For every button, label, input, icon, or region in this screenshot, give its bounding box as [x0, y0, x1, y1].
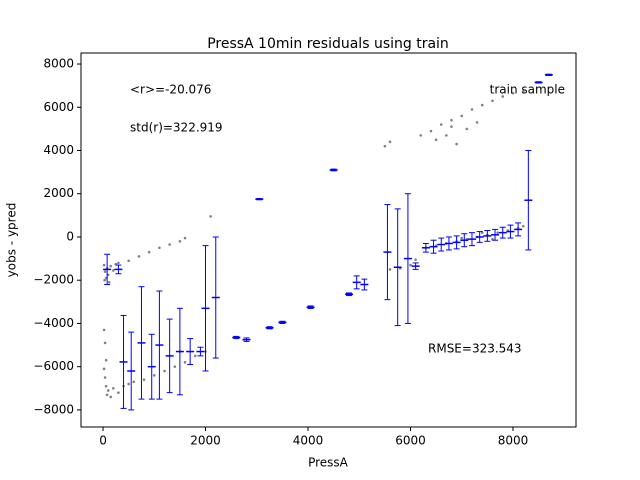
- annotation: RMSE=323.543: [428, 342, 522, 356]
- scatter-point: [450, 118, 453, 122]
- y-tick-label: 2000: [43, 186, 74, 200]
- annotation: std(r)=322.919: [130, 121, 223, 135]
- scatter-point: [163, 369, 166, 373]
- scatter-point: [193, 354, 197, 358]
- scatter-point: [104, 384, 108, 388]
- scatter-point: [511, 91, 515, 95]
- y-tick-label: 8000: [43, 57, 74, 71]
- scatter-point: [388, 268, 392, 271]
- scatter-point: [475, 121, 479, 124]
- x-tick-label: 8000: [498, 434, 529, 448]
- scatter-point: [470, 108, 474, 111]
- scatter-point: [434, 138, 438, 141]
- annotation: train sample: [490, 83, 565, 97]
- scatter-point: [132, 380, 136, 384]
- scatter-point: [127, 382, 130, 386]
- y-tick-label: −8000: [33, 402, 74, 416]
- scatter-point: [419, 134, 423, 137]
- scatter-point: [109, 395, 113, 399]
- scatter-point: [465, 127, 469, 131]
- scatter-point: [501, 95, 505, 98]
- scatter-point: [491, 99, 494, 103]
- scatter-point: [117, 261, 120, 265]
- scatter-point: [111, 387, 115, 390]
- scatter-point: [147, 250, 151, 254]
- scatter-point: [450, 125, 453, 129]
- scatter-point: [409, 263, 412, 267]
- x-tick-label: 0: [99, 434, 107, 448]
- scatter-point: [105, 393, 109, 397]
- scatter-point: [117, 391, 120, 394]
- scatter-point: [480, 103, 484, 107]
- scatter-point: [103, 270, 107, 273]
- scatter-point: [152, 374, 156, 377]
- y-tick-label: −4000: [33, 316, 74, 330]
- x-tick-label: 2000: [190, 434, 221, 448]
- scatter-point: [388, 140, 392, 144]
- scatter-point: [178, 239, 182, 243]
- scatter-point: [103, 278, 106, 282]
- y-tick-label: 6000: [43, 100, 74, 114]
- scatter-point: [127, 259, 130, 263]
- scatter-point: [455, 142, 458, 146]
- scatter-point: [102, 328, 106, 332]
- scatter-point: [107, 281, 111, 284]
- y-tick-label: 4000: [43, 143, 74, 157]
- scatter-point: [111, 269, 115, 272]
- scatter-point: [168, 243, 171, 246]
- scatter-point: [103, 376, 107, 379]
- chart-title: PressA 10min residuals using train: [207, 36, 449, 52]
- scatter-point: [102, 263, 106, 267]
- scatter-point: [137, 255, 141, 258]
- plot-frame: [80, 52, 577, 428]
- scatter-point: [183, 361, 187, 364]
- scatter-point: [445, 134, 448, 137]
- scatter-point: [104, 358, 108, 362]
- scatter-point: [521, 89, 525, 93]
- scatter-point: [460, 114, 464, 118]
- scatter-point: [521, 224, 525, 228]
- y-tick-label: −6000: [33, 359, 74, 373]
- scatter-point: [158, 246, 161, 250]
- scatter-point: [414, 258, 417, 261]
- scatter-point: [103, 341, 107, 345]
- scatter-point: [209, 215, 212, 218]
- scatter-point: [439, 123, 443, 126]
- annotation: <r>=-20.076: [130, 83, 211, 97]
- x-tick-label: 4000: [293, 434, 324, 448]
- scatter-point: [102, 367, 106, 371]
- scatter-point: [142, 378, 146, 381]
- y-tick-label: −2000: [33, 273, 74, 287]
- scatter-point: [460, 236, 464, 240]
- scatter-point: [109, 264, 113, 268]
- y-tick-label: 0: [66, 229, 74, 243]
- scatter-point: [106, 389, 110, 392]
- scatter-point: [383, 144, 387, 148]
- scatter-point: [183, 236, 187, 240]
- x-tick-label: 6000: [395, 434, 426, 448]
- x-axis-label: PressA: [308, 456, 349, 470]
- scatter-point: [173, 365, 177, 368]
- scatter-point: [429, 129, 433, 133]
- y-axis-label: yobs - ypred: [5, 203, 19, 278]
- scatter-point: [496, 231, 499, 234]
